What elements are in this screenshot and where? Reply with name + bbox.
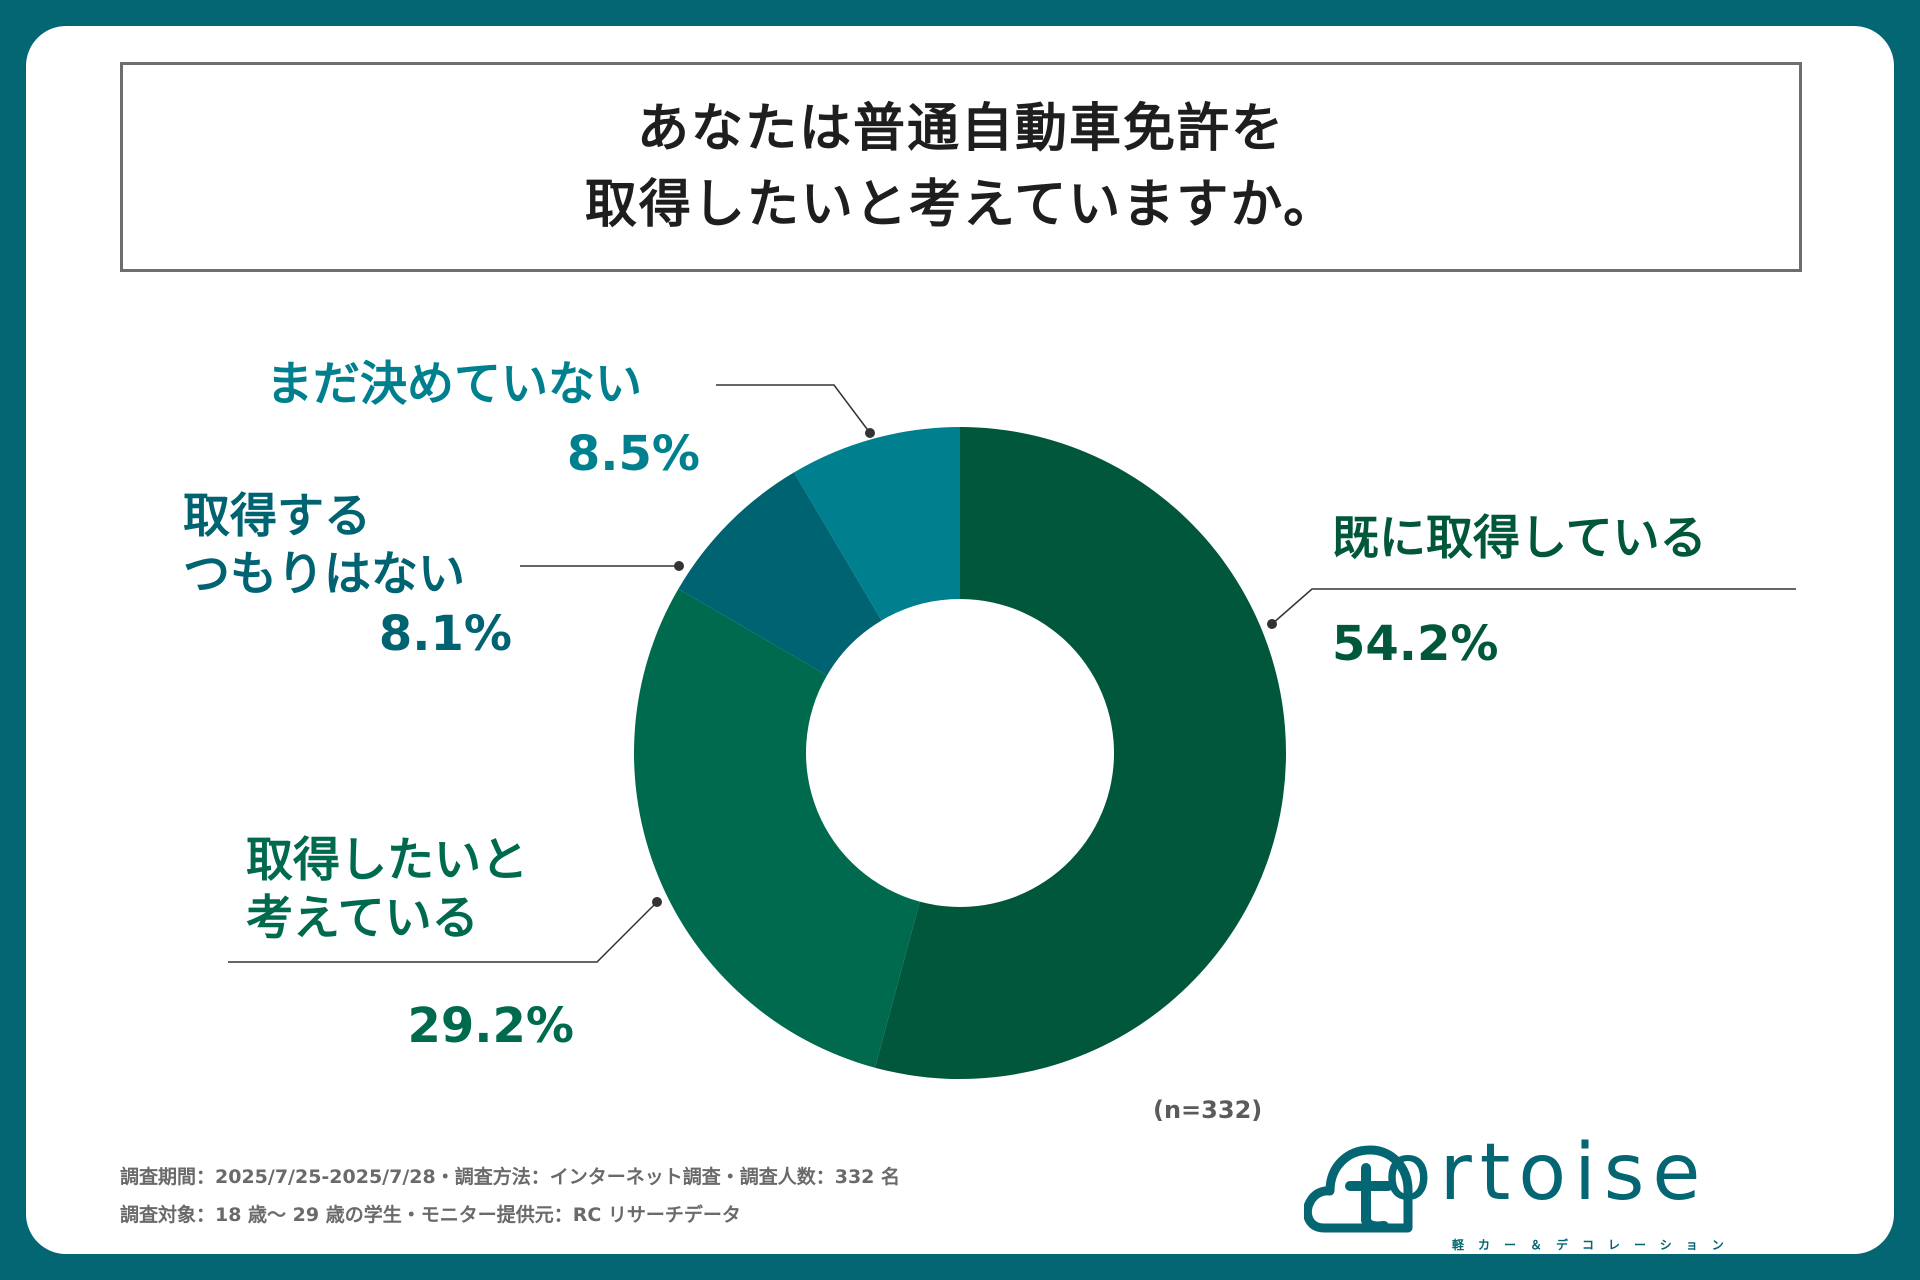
leader-line-already	[1271, 588, 1796, 625]
slice-not-planning	[678, 472, 882, 676]
donut-slices	[634, 426, 1287, 1079]
donut-chart: 既に取得している 54.2% 取得したいと 考えている 29.2% 取得する つ…	[183, 357, 1796, 1079]
leader-line-want	[228, 901, 658, 963]
title-box: あなたは普通自動車免許を 取得したいと考えていますか。	[120, 62, 1802, 272]
cloud-t-icon	[1304, 1145, 1413, 1233]
title-line-2: 取得したいと考えていますか。	[584, 175, 1338, 235]
label-not-planning: 取得する	[183, 489, 371, 544]
leader-dot-want	[652, 897, 662, 907]
leader-dot-already	[1267, 619, 1277, 629]
footnotes: 調査期間：2025/7/25-2025/7/28・調査方法：インターネット調査・…	[120, 1158, 900, 1234]
value-not-planning: 8.1%	[379, 606, 512, 662]
footnote-survey-period: 調査期間：2025/7/25-2025/7/28・調査方法：インターネット調査・…	[120, 1166, 901, 1188]
value-undecided: 8.5%	[567, 426, 700, 482]
leader-line-undecided	[716, 384, 871, 434]
leader-dot-not-planning	[674, 561, 684, 571]
title-line-1: あなたは普通自動車免許を	[636, 99, 1285, 159]
label-undecided: まだ決めていない	[266, 357, 642, 412]
logo-subtitle: 軽カー＆デコレーション	[1452, 1238, 1738, 1252]
label-want-to-obtain: 取得したいと	[246, 833, 528, 888]
label-want-to-obtain-2: 考えている	[246, 891, 479, 946]
value-want-to-obtain: 29.2%	[407, 998, 574, 1054]
slice-already-obtained	[874, 426, 1287, 1079]
value-already-obtained: 54.2%	[1332, 616, 1499, 672]
card-frame: あなたは普通自動車免許を 取得したいと考えていますか。 既に取得している 54.…	[26, 26, 1894, 1254]
slice-undecided	[794, 427, 960, 621]
tortoise-logo: ortoise 軽カー＆デコレーション	[1304, 1124, 1804, 1254]
slice-want-to-obtain	[634, 588, 920, 1068]
sample-size: (n=332)	[1153, 1096, 1263, 1124]
footnote-survey-target: 調査対象：18 歳〜 29 歳の学生・モニター提供元：RC リサーチデータ	[120, 1204, 741, 1226]
label-already-obtained: 既に取得している	[1332, 511, 1707, 566]
label-not-planning-2: つもりはない	[183, 547, 465, 602]
logo-wordmark: ortoise	[1384, 1128, 1709, 1218]
leader-dot-undecided	[865, 428, 875, 438]
